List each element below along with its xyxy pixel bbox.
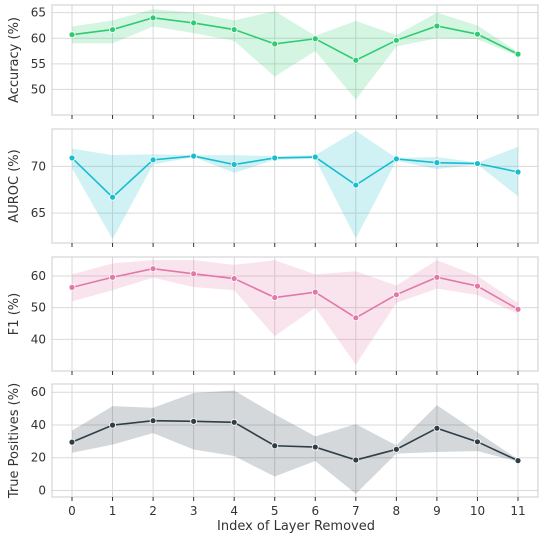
x-axis-title: Index of Layer Removed	[217, 519, 375, 534]
x-tick-label: 9	[433, 504, 441, 518]
data-point	[68, 438, 76, 446]
y-tick-label: 70	[31, 159, 46, 173]
panel-frame	[51, 4, 539, 116]
confidence-band	[72, 130, 518, 240]
data-point	[149, 265, 157, 273]
y-tick-label: 50	[31, 301, 46, 315]
y-axis-title: True Positives (%)	[7, 383, 22, 499]
data-point	[68, 154, 76, 162]
data-point	[514, 457, 522, 465]
y-axis-title: F1 (%)	[7, 293, 22, 335]
panel-2: 65 70 AUROC (%)	[7, 128, 539, 247]
y-tick-label: 40	[31, 332, 46, 346]
data-point	[352, 456, 360, 464]
data-point	[68, 31, 76, 39]
series-line	[71, 155, 519, 199]
data-point	[474, 160, 481, 167]
series-line	[71, 16, 519, 62]
data-point	[311, 35, 319, 43]
data-point	[474, 438, 481, 446]
x-tick-label: 10	[470, 504, 485, 518]
y-tick-label: 0	[38, 483, 46, 497]
data-point	[392, 291, 400, 299]
data-point	[433, 424, 441, 432]
data-point	[230, 161, 238, 168]
data-point	[352, 181, 360, 189]
panel-frame	[51, 383, 539, 498]
y-tick-label: 65	[31, 206, 46, 220]
data-point	[109, 193, 116, 201]
data-point	[474, 30, 481, 38]
panel-3: 40 50 60 F1 (%)	[7, 256, 539, 375]
x-tick-label: 5	[271, 504, 279, 518]
data-point	[68, 283, 76, 291]
panel-frame	[51, 128, 539, 244]
x-tick-label: 8	[393, 504, 401, 518]
data-point	[271, 442, 279, 450]
data-point	[190, 270, 198, 278]
data-point	[352, 56, 360, 64]
data-point	[514, 50, 522, 58]
data-point	[433, 273, 441, 281]
series-line	[71, 419, 519, 462]
x-tick-label: 7	[352, 504, 360, 518]
data-point	[149, 417, 157, 425]
panel-4: 0 20 40 60 True Positives (%)	[7, 383, 539, 501]
y-axis-title: AUROC (%)	[7, 149, 22, 222]
data-point	[109, 421, 116, 429]
data-point	[149, 14, 157, 22]
y-tick-label: 20	[31, 451, 46, 465]
x-tick-label: 0	[68, 504, 76, 518]
data-point	[514, 168, 522, 176]
confidence-band	[72, 390, 518, 494]
data-point	[230, 26, 238, 33]
y-tick-label: 55	[31, 57, 46, 71]
data-point	[230, 275, 238, 282]
data-point	[271, 40, 279, 48]
data-point	[190, 19, 198, 27]
x-tick-label: 1	[109, 504, 117, 518]
x-tick-label: 3	[190, 504, 198, 518]
data-point	[392, 445, 400, 453]
y-axis-title: Accuracy (%)	[7, 17, 22, 103]
series-line	[71, 267, 519, 319]
y-tick-label: 40	[31, 418, 46, 432]
data-point	[109, 26, 116, 33]
y-tick-label: 60	[31, 31, 46, 45]
panel-1: 50 55 60 65 Accuracy (%)	[7, 4, 539, 119]
x-tick-label: 6	[311, 504, 319, 518]
data-point	[230, 418, 238, 426]
data-point	[392, 155, 400, 163]
data-point	[392, 36, 400, 44]
y-tick-label: 60	[31, 385, 46, 399]
data-point	[311, 288, 319, 296]
x-tick-label: 11	[510, 504, 525, 518]
data-point	[352, 314, 360, 322]
data-point	[271, 294, 279, 301]
data-point	[514, 305, 522, 313]
y-tick-label: 65	[31, 6, 46, 20]
y-tick-label: 50	[31, 82, 46, 96]
x-tick-label: 2	[149, 504, 157, 518]
confidence-band	[72, 9, 518, 100]
data-point	[433, 159, 441, 167]
data-point	[474, 282, 481, 290]
panel-frame	[51, 256, 539, 372]
y-tick-label: 60	[31, 269, 46, 283]
data-point	[311, 153, 319, 161]
data-point	[311, 443, 319, 451]
data-point	[109, 273, 116, 281]
data-point	[190, 417, 198, 425]
data-point	[433, 22, 441, 30]
confidence-band	[72, 260, 518, 365]
x-tick-label: 4	[230, 504, 238, 518]
data-point	[271, 154, 279, 162]
data-point	[149, 156, 157, 164]
data-point	[190, 152, 198, 160]
